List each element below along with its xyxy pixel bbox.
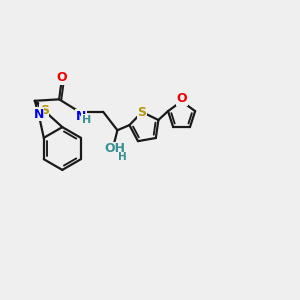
Text: O: O <box>56 71 67 84</box>
Text: S: S <box>40 104 49 117</box>
Text: N: N <box>76 110 86 123</box>
Text: S: S <box>138 106 147 118</box>
Text: N: N <box>33 107 44 121</box>
Text: H: H <box>118 152 127 162</box>
Text: H: H <box>82 115 91 124</box>
Text: O: O <box>177 92 188 105</box>
Text: OH: OH <box>104 142 125 155</box>
